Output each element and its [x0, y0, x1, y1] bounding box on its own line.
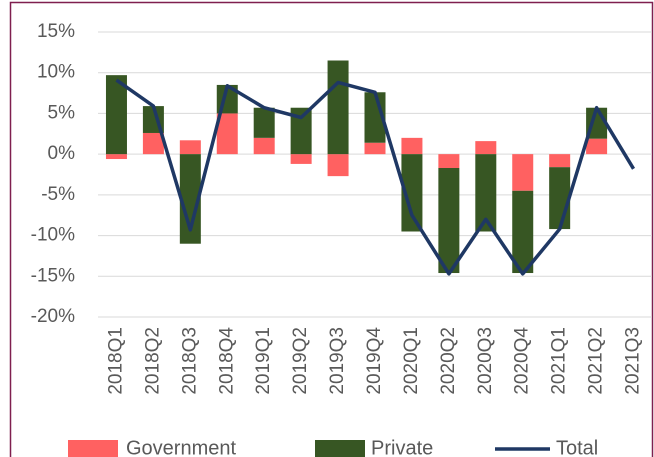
x-tick-label: 2018Q4 — [216, 327, 237, 395]
bar — [549, 154, 571, 168]
x-tick-label: 2020Q3 — [475, 327, 496, 395]
legend-label: Private — [371, 437, 433, 457]
y-tick-label: 5% — [48, 102, 76, 123]
x-tick-label: 2019Q4 — [364, 327, 385, 395]
x-tick-label: 2021Q3 — [623, 327, 644, 395]
x-tick-label: 2021Q2 — [586, 327, 607, 395]
bar — [253, 107, 275, 138]
bar — [253, 137, 275, 155]
bar — [475, 141, 497, 155]
y-tick-label: -10% — [31, 225, 75, 246]
x-tick-label: 2018Q2 — [142, 327, 163, 395]
bar — [179, 154, 201, 244]
bar — [290, 107, 312, 155]
bar — [512, 154, 534, 191]
bar — [586, 138, 608, 155]
bar — [105, 75, 127, 155]
x-tick-label: 2019Q2 — [290, 327, 311, 395]
x-tick-label: 2020Q1 — [401, 327, 422, 395]
x-tick-label: 2019Q3 — [327, 327, 348, 395]
line — [115, 78, 636, 276]
y-tick-label: 0% — [48, 143, 76, 164]
bar — [327, 60, 349, 155]
x-tick-label: 2018Q3 — [179, 327, 200, 395]
x-tick-label: 2020Q4 — [512, 327, 533, 395]
legend-label: Government — [126, 437, 236, 457]
bar — [179, 140, 201, 155]
bar — [216, 113, 238, 155]
bar — [142, 132, 164, 155]
bar — [364, 142, 386, 155]
bar — [290, 154, 312, 164]
legend-label: Total — [556, 437, 598, 457]
y-tick-label: -5% — [41, 184, 75, 205]
bar — [438, 167, 460, 274]
bar — [401, 154, 423, 232]
bar — [438, 154, 460, 168]
bar — [475, 154, 497, 232]
y-tick-label: 10% — [37, 62, 75, 83]
y-tick-label: 15% — [37, 21, 75, 42]
bar — [401, 137, 423, 155]
x-tick-label: 2018Q1 — [105, 327, 126, 395]
x-tick-label: 2021Q1 — [549, 327, 570, 395]
bar — [549, 167, 571, 230]
chart-frame — [9, 1, 654, 457]
x-tick-label: 2019Q1 — [253, 327, 274, 395]
bar — [327, 154, 349, 177]
x-tick-label: 2020Q2 — [438, 327, 459, 395]
bar — [512, 190, 534, 274]
legend-swatch — [68, 440, 118, 457]
y-tick-label: -20% — [31, 306, 75, 327]
legend-swatch — [315, 440, 365, 457]
bar — [105, 154, 127, 160]
y-tick-label: -15% — [31, 265, 75, 286]
